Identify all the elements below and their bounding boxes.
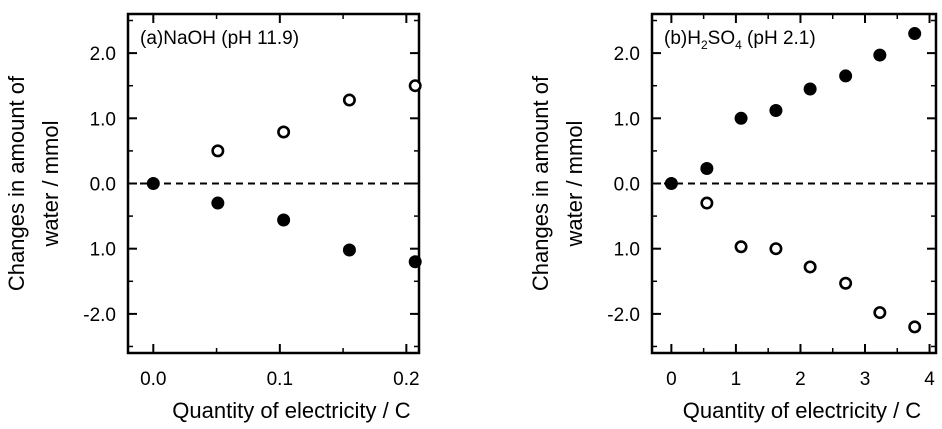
data-point-filled: [908, 27, 922, 41]
x-tick-label: 4: [924, 369, 935, 390]
y-tick-label: 0.0: [614, 175, 640, 196]
data-point-open: [734, 240, 748, 254]
panel-title-part: SO: [708, 28, 735, 49]
x-tick-label: 0.1: [267, 369, 293, 390]
y-tick-label: 2.0: [90, 44, 116, 65]
y-axis-title-line: water / mmol: [562, 121, 587, 248]
panel-title-part: (a)NaOH (pH 11.9): [140, 28, 299, 49]
panel-title: (a)NaOH (pH 11.9): [140, 28, 299, 49]
data-point-filled: [769, 103, 783, 117]
y-tick-label: 1.0: [90, 240, 116, 261]
panel-title-subscript: 2: [701, 38, 708, 52]
data-point-filled: [146, 177, 160, 190]
y-axis-title-line: Changes in amount of: [4, 75, 29, 291]
panel-title-part: (b)H: [664, 28, 701, 49]
y-tick-label: -2.0: [607, 305, 640, 326]
x-tick-label: 0.0: [140, 369, 166, 390]
x-tick-label: 1: [731, 369, 742, 390]
data-point-filled: [873, 48, 887, 62]
data-point-open: [769, 242, 783, 256]
x-axis-title: Quantity of electricity / C: [683, 398, 922, 423]
x-tick-label: 3: [860, 369, 871, 390]
y-tick-label: -2.0: [83, 305, 116, 326]
data-point-filled: [803, 82, 817, 96]
data-point-open: [839, 276, 853, 290]
data-point-filled: [277, 213, 291, 227]
data-point-open: [342, 93, 356, 107]
data-point-filled: [342, 243, 356, 257]
y-tick-label: 1.0: [614, 109, 640, 130]
data-point-filled: [700, 162, 714, 176]
y-tick-label: 2.0: [614, 44, 640, 65]
panel-title-subscript: 4: [735, 38, 742, 52]
panel-title: (b)H2SO4 (pH 2.1): [664, 28, 816, 52]
x-tick-label: 0.2: [393, 369, 419, 390]
data-point-open: [408, 79, 422, 93]
data-point-filled: [839, 69, 853, 83]
x-axis-title: Quantity of electricity / C: [172, 398, 411, 423]
data-point-open: [211, 144, 225, 158]
panel-a: 2.0 1.0 0.0 1.0 -2.0 0.0 0.1 0.2 (a)NaOH (pH 11.…: [4, 12, 422, 423]
data-point-filled: [211, 196, 225, 210]
panel-title-part: (pH 2.1): [742, 28, 816, 49]
panel-b: 2.01.00.01.0-2.00 1 2 3 4(b)H2SO4 (pH 2.1)Qu…: [528, 12, 938, 423]
y-tick-label: 1.0: [614, 240, 640, 261]
y-tick-label: 1.0: [90, 109, 116, 130]
x-tick-label: 0: [666, 369, 677, 390]
y-axis-title-line: water / mmol: [38, 121, 63, 248]
data-point-filled: [408, 255, 422, 269]
y-tick-label: 0.0: [90, 175, 116, 196]
x-tick-label: 2: [795, 369, 806, 390]
data-point-filled: [734, 111, 748, 125]
data-point-filled: [664, 177, 678, 190]
data-point-open: [908, 320, 922, 334]
data-point-open: [700, 196, 714, 210]
data-point-open: [277, 125, 291, 139]
y-axis-title-line: Changes in amount of: [528, 75, 553, 291]
data-point-open: [803, 260, 817, 274]
data-point-open: [873, 306, 887, 320]
